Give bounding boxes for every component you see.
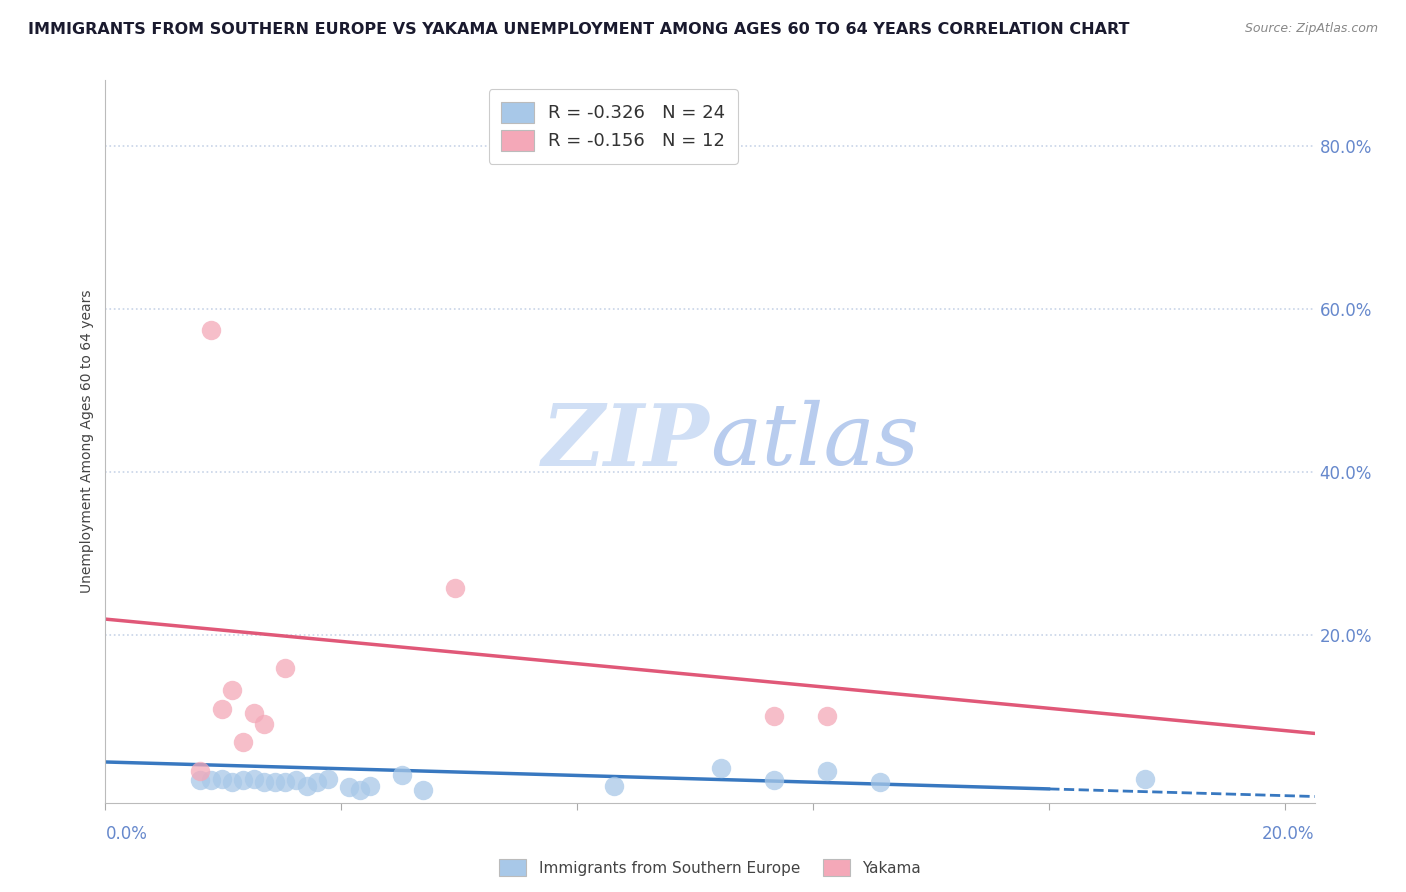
Legend: Immigrants from Southern Europe, Yakama: Immigrants from Southern Europe, Yakama (492, 853, 928, 882)
Y-axis label: Unemployment Among Ages 60 to 64 years: Unemployment Among Ages 60 to 64 years (80, 290, 94, 593)
Text: atlas: atlas (710, 401, 920, 483)
Text: IMMIGRANTS FROM SOUTHERN EUROPE VS YAKAMA UNEMPLOYMENT AMONG AGES 60 TO 64 YEARS: IMMIGRANTS FROM SOUTHERN EUROPE VS YAKAM… (28, 22, 1129, 37)
Text: 0.0%: 0.0% (105, 825, 148, 843)
Text: ZIP: ZIP (543, 400, 710, 483)
Text: 20.0%: 20.0% (1263, 825, 1315, 843)
Text: Source: ZipAtlas.com: Source: ZipAtlas.com (1244, 22, 1378, 36)
